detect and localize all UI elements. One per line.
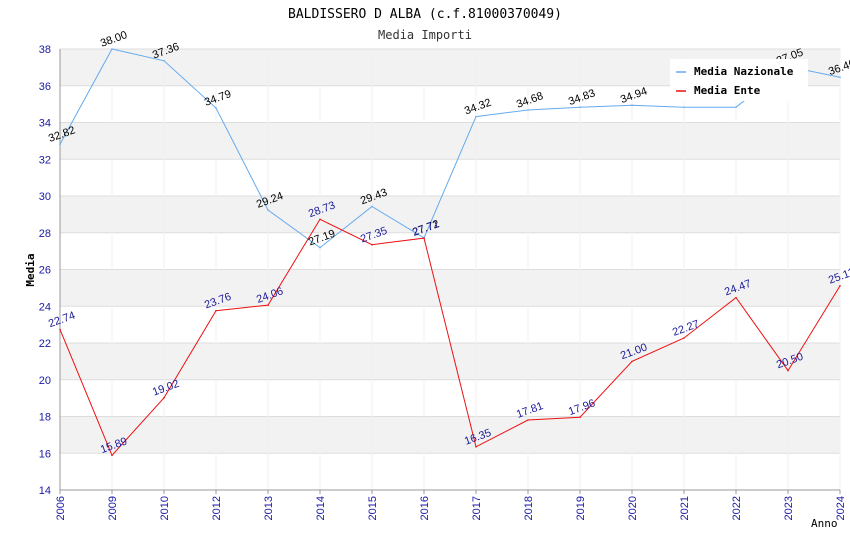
x-tick-label: 2013 (263, 496, 275, 520)
y-tick-label: 28 (39, 228, 51, 240)
data-point (475, 115, 477, 118)
data-point (683, 106, 685, 109)
legend-label-media-ente: Media Ente (694, 84, 761, 97)
x-tick-label: 2020 (627, 496, 639, 520)
data-point (59, 328, 61, 331)
data-label-media-ente: 22.74 (47, 310, 77, 331)
series-lines (59, 48, 841, 457)
data-point (267, 304, 269, 306)
y-tick-label: 16 (39, 448, 51, 460)
y-tick-label: 38 (39, 44, 51, 56)
chart-title: BALDISSERO D ALBA (c.f.81000370049) (288, 7, 562, 22)
x-tick-label: 2015 (367, 496, 379, 520)
data-point (163, 396, 165, 399)
data-point (371, 205, 373, 208)
data-point (527, 419, 529, 421)
data-label-media-nazionale: 34.94 (619, 85, 649, 106)
x-tick-label: 2009 (107, 496, 119, 520)
data-point (59, 143, 61, 145)
x-tick-label: 2021 (679, 496, 691, 520)
data-point (111, 454, 113, 457)
data-point (527, 109, 529, 111)
chart-subtitle: Media Importi (378, 28, 472, 42)
x-tick-label: 2018 (523, 496, 535, 520)
y-tick-label: 24 (39, 301, 51, 313)
y-tick-label: 20 (39, 375, 51, 387)
data-label-media-ente: 22.27 (671, 318, 701, 339)
x-tick-label: 2019 (575, 496, 587, 520)
data-point (735, 296, 737, 299)
y-axis-label: Media (24, 253, 37, 286)
data-point (371, 243, 373, 246)
y-tick-label: 22 (39, 338, 51, 350)
data-point (839, 285, 841, 287)
y-tick-label: 30 (39, 191, 51, 203)
x-tick-label: 2016 (419, 496, 431, 520)
data-point (319, 218, 321, 221)
data-point (423, 237, 425, 239)
background-band (60, 269, 840, 307)
data-point (631, 104, 633, 107)
data-point (579, 416, 581, 419)
background-band (60, 343, 840, 380)
data-label-media-nazionale: 34.32 (463, 97, 493, 118)
legend-label-media-nazionale: Media Nazionale (694, 65, 794, 78)
data-point (215, 309, 217, 312)
data-point (839, 76, 841, 79)
data-point (475, 446, 477, 448)
axes (59, 49, 840, 491)
data-point (163, 59, 165, 62)
background-band (60, 196, 840, 233)
legend: Media Nazionale Media Ente (670, 59, 808, 101)
legend-box (670, 59, 808, 101)
data-point (319, 246, 321, 249)
y-tick-label: 18 (39, 412, 51, 424)
y-tick-label: 34 (39, 118, 51, 130)
data-label-media-nazionale: 34.68 (515, 90, 545, 111)
x-tick-label: 2023 (783, 496, 795, 520)
data-point (631, 360, 633, 363)
x-tick-label: 2022 (731, 496, 743, 520)
x-tick-label: 2012 (211, 496, 223, 520)
y-tick-label: 26 (39, 265, 51, 277)
data-point (579, 106, 581, 109)
x-tick-label: 2014 (315, 496, 327, 520)
x-tick-label: 2017 (471, 496, 483, 520)
x-tick-label: 2006 (55, 496, 67, 520)
x-tick-label: 2010 (159, 496, 171, 520)
x-tick-label: 2024 (835, 496, 847, 520)
data-point (787, 369, 789, 372)
x-tick-labels: 2006 2009 2010 2012 2013 2014 2015 2016 2017 2018… (55, 496, 847, 520)
background-band (60, 416, 840, 454)
data-point (267, 209, 269, 211)
background-band (60, 122, 840, 160)
background-bands (60, 49, 840, 454)
data-label-media-nazionale: 34.83 (567, 87, 597, 108)
data-label-media-nazionale: 34.79 (203, 88, 233, 109)
x-axis-label: Anno (811, 517, 838, 530)
series-line-media-ente (59, 218, 841, 457)
gridlines (59, 48, 841, 494)
series-line-media-nazionale (59, 48, 841, 249)
data-point (735, 106, 737, 109)
data-point (215, 107, 217, 109)
y-tick-label: 32 (39, 154, 51, 166)
y-tick-label: 14 (39, 485, 51, 497)
data-label-media-nazionale: 38.00 (99, 29, 129, 50)
data-point (683, 337, 685, 339)
y-tick-labels: 14 16 18 20 22 24 26 28 30 32 34 36 38 (39, 44, 51, 497)
data-point (111, 48, 113, 50)
y-tick-label: 36 (39, 81, 51, 93)
